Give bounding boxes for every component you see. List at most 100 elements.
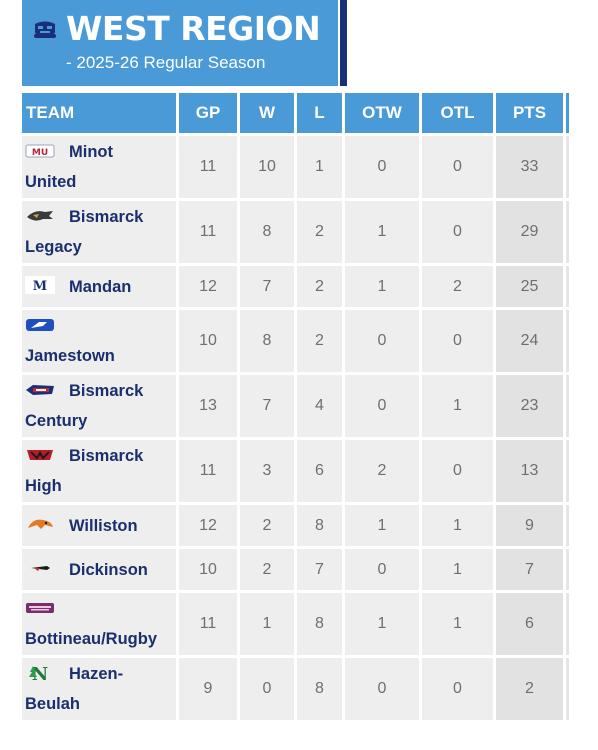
- column-header-gp[interactable]: GP: [179, 93, 237, 133]
- table-row: M Mandan 12 7 2 1 2 25: [22, 266, 569, 307]
- row-overflow-edge: [566, 593, 569, 655]
- williston-logo: [25, 515, 55, 533]
- team-cell[interactable]: Jamestown: [22, 310, 176, 372]
- row-overflow-edge: [566, 658, 569, 720]
- team-name-line2: Beulah: [25, 695, 81, 713]
- row-overflow-edge: [566, 310, 569, 372]
- bottineau-rugby-logo: [25, 599, 55, 617]
- team-cell[interactable]: Bismarck Century: [22, 375, 176, 437]
- jamestown-logo: [25, 316, 55, 334]
- l-cell: 1: [297, 136, 342, 198]
- team-cell[interactable]: Bismarck Legacy: [22, 201, 176, 263]
- l-cell: 7: [297, 549, 342, 590]
- otw-cell: 1: [345, 266, 419, 307]
- bismarck-century-logo: [25, 381, 55, 399]
- gp-cell: 10: [179, 310, 237, 372]
- w-cell: 3: [240, 440, 294, 502]
- pts-cell: 25: [496, 266, 563, 307]
- table-row: MU Minot United 11 10 1 0 0 33: [22, 136, 569, 198]
- otw-cell: 0: [345, 658, 419, 720]
- team-name-line2: Bottineau/Rugby: [25, 630, 157, 648]
- l-cell: 2: [297, 310, 342, 372]
- gp-cell: 12: [179, 266, 237, 307]
- otw-cell: 1: [345, 505, 419, 546]
- row-overflow-edge: [566, 136, 569, 198]
- team-cell[interactable]: N Hazen- Beulah: [22, 658, 176, 720]
- team-cell[interactable]: Dickinson: [22, 549, 176, 590]
- team-name-line1: Bismarck: [69, 447, 144, 465]
- otw-cell: 1: [345, 201, 419, 263]
- otl-cell: 0: [422, 658, 493, 720]
- team-cell[interactable]: Bismarck High: [22, 440, 176, 502]
- team-name-line1: Bismarck: [69, 382, 144, 400]
- team-name-line1: Mandan: [69, 277, 132, 296]
- column-header-pts[interactable]: PTS: [496, 93, 563, 133]
- column-header-otw[interactable]: OTW: [345, 93, 419, 133]
- otl-cell: 0: [422, 440, 493, 502]
- column-header-l[interactable]: L: [297, 93, 342, 133]
- pts-cell: 33: [496, 136, 563, 198]
- pts-cell: 23: [496, 375, 563, 437]
- gp-cell: 13: [179, 375, 237, 437]
- table-row: N Hazen- Beulah 9 0 8 0 0 2: [22, 658, 569, 720]
- column-header-overflow: [566, 93, 569, 133]
- w-cell: 8: [240, 201, 294, 263]
- otl-cell: 0: [422, 136, 493, 198]
- otl-cell: 1: [422, 593, 493, 655]
- bismarck-high-logo: [25, 446, 55, 464]
- header-accent-bar: [340, 0, 347, 86]
- svg-text:M: M: [33, 279, 47, 294]
- w-cell: 2: [240, 549, 294, 590]
- hazen-beulah-logo: N: [25, 664, 55, 682]
- column-header-w[interactable]: W: [240, 93, 294, 133]
- team-cell[interactable]: Bottineau/Rugby: [22, 593, 176, 655]
- region-header: WEST REGION - 2025-26 Regular Season: [22, 0, 338, 86]
- team-name-line1: Bismarck: [69, 208, 144, 226]
- w-cell: 8: [240, 310, 294, 372]
- otl-cell: 0: [422, 310, 493, 372]
- column-header-team[interactable]: TEAM: [22, 93, 176, 133]
- gp-cell: 11: [179, 593, 237, 655]
- otl-cell: 0: [422, 201, 493, 263]
- l-cell: 4: [297, 375, 342, 437]
- gp-cell: 11: [179, 440, 237, 502]
- otw-cell: 1: [345, 593, 419, 655]
- w-cell: 1: [240, 593, 294, 655]
- dickinson-logo: [25, 559, 55, 577]
- bismarck-legacy-logo: [25, 207, 55, 225]
- l-cell: 2: [297, 201, 342, 263]
- otw-cell: 0: [345, 310, 419, 372]
- otw-cell: 0: [345, 136, 419, 198]
- pts-cell: 24: [496, 310, 563, 372]
- table-row: Jamestown 10 8 2 0 0 24: [22, 310, 569, 372]
- l-cell: 8: [297, 658, 342, 720]
- w-cell: 2: [240, 505, 294, 546]
- pts-cell: 7: [496, 549, 563, 590]
- gp-cell: 11: [179, 136, 237, 198]
- gp-cell: 12: [179, 505, 237, 546]
- row-overflow-edge: [566, 201, 569, 263]
- row-overflow-edge: [566, 549, 569, 590]
- team-cell[interactable]: M Mandan: [22, 266, 176, 307]
- table-row: Bottineau/Rugby 11 1 8 1 1 6: [22, 593, 569, 655]
- team-name-line1: Minot: [69, 143, 113, 161]
- team-cell[interactable]: Williston: [22, 505, 176, 546]
- season-subtitle: - 2025-26 Regular Season: [66, 53, 266, 72]
- table-header-row: TEAM GP W L OTW OTL PTS: [22, 93, 569, 133]
- svg-text:MU: MU: [32, 148, 48, 158]
- standings-table: TEAM GP W L OTW OTL PTS MU Minot United 1…: [19, 90, 572, 723]
- row-overflow-edge: [566, 375, 569, 437]
- otl-cell: 1: [422, 375, 493, 437]
- team-name-line1: Dickinson: [69, 560, 148, 579]
- otw-cell: 0: [345, 549, 419, 590]
- l-cell: 8: [297, 593, 342, 655]
- l-cell: 6: [297, 440, 342, 502]
- gp-cell: 10: [179, 549, 237, 590]
- team-cell[interactable]: MU Minot United: [22, 136, 176, 198]
- minot-united-logo: MU: [25, 142, 55, 160]
- mandan-logo: M: [25, 276, 55, 295]
- pts-cell: 9: [496, 505, 563, 546]
- gp-cell: 9: [179, 658, 237, 720]
- pts-cell: 6: [496, 593, 563, 655]
- column-header-otl[interactable]: OTL: [422, 93, 493, 133]
